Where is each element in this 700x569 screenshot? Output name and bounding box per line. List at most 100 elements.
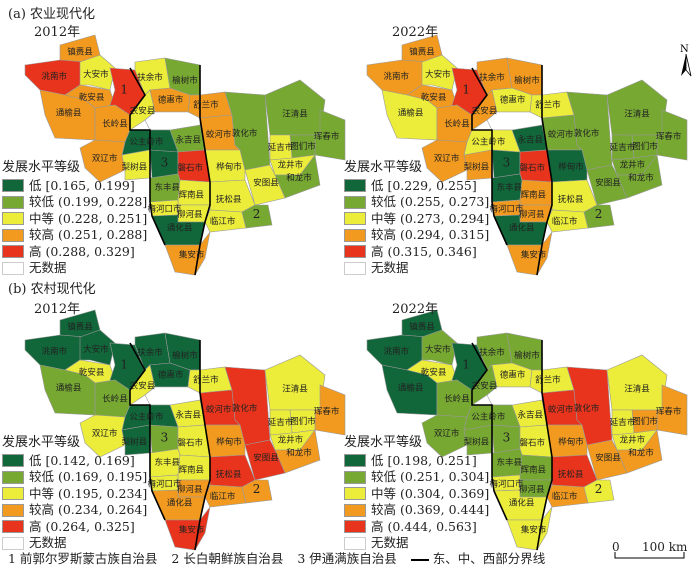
note-qianguo: 1 前郭尔罗斯蒙古族自治县 <box>8 551 158 566</box>
north-label: N <box>680 44 689 55</box>
legend-label: 中等 (0.195, 0.234] <box>29 485 148 501</box>
label-liuhe: 柳河县 <box>177 484 203 495</box>
panel-title-a: (a) 农业现代化 <box>8 7 96 22</box>
label-tongyu: 通榆县 <box>56 382 82 393</box>
label-panshi: 磐石市 <box>177 163 203 174</box>
label-hunchun: 珲春市 <box>314 131 340 142</box>
label-nongan: 农安县 <box>472 380 498 391</box>
legend-swatch <box>344 212 366 226</box>
legend-label: 中等 (0.273, 0.294] <box>371 210 490 226</box>
year-label-b2: 2022年 <box>392 302 439 317</box>
boundary-legend: 东、中、西部分界线 <box>410 551 545 566</box>
label-nongan: 农安县 <box>130 105 156 116</box>
footer-notes: 1 前郭尔罗斯蒙古族自治县 2 长白朝鲜族自治县 3 伊通满族自治县 东、中、西… <box>8 548 555 567</box>
label-shulan: 舒兰市 <box>535 100 561 111</box>
label-lishu: 梨树县 <box>122 162 148 173</box>
label-linjiang: 临江市 <box>552 491 578 502</box>
legend-swatch <box>344 454 366 468</box>
east-central-boundary <box>536 65 553 276</box>
label-dehui: 德惠市 <box>500 369 526 380</box>
legend-item: 中等 (0.228, 0.251] <box>2 211 147 228</box>
label-fusong: 抚松县 <box>216 194 242 205</box>
label-antu: 安图县 <box>253 453 279 464</box>
label-zhenlai: 镇赉县 <box>409 46 435 57</box>
label-jiaohe: 蛟河市 <box>548 129 574 140</box>
region-changchun <box>486 386 543 406</box>
label-tonghua: 通化县 <box>167 498 193 509</box>
label-changling: 长岭县 <box>444 393 470 404</box>
legend-swatch <box>344 503 366 517</box>
label-yitong: 3 <box>161 431 169 445</box>
legend-title: 发展水平等级 <box>344 160 423 175</box>
label-hunchun: 珲春市 <box>656 406 682 417</box>
legend-swatch <box>344 179 366 193</box>
label-helong: 和龙市 <box>628 448 654 459</box>
legend-swatch <box>344 520 366 534</box>
region-shuangliao <box>421 414 468 458</box>
year-label-a2: 2022年 <box>392 25 439 40</box>
legend-item: 高 (0.264, 0.325] <box>2 519 147 536</box>
label-wangqing: 汪清县 <box>624 383 650 394</box>
region-changchun <box>144 386 201 406</box>
label-dunhua: 敦化市 <box>574 403 600 414</box>
legend-swatch <box>344 245 366 259</box>
label-helong: 和龙市 <box>286 173 312 184</box>
legend-swatch <box>2 536 24 550</box>
region-shuangliao <box>79 139 126 183</box>
legend-label: 中等 (0.228, 0.251] <box>29 210 148 226</box>
label-taonan: 洮南市 <box>42 71 68 82</box>
label-jian: 集安市 <box>179 250 205 261</box>
north-arrow: N <box>676 42 696 78</box>
region-lishu <box>121 424 151 456</box>
legend-label: 高 (0.444, 0.563] <box>371 518 477 534</box>
region-antu <box>586 439 628 481</box>
label-yongji: 永吉县 <box>517 409 543 420</box>
label-yanji: 延吉市 <box>268 417 294 428</box>
legend-b2: 发展水平等级低 [0.198, 0.251] 较低 (0.251, 0.304] 中… <box>344 435 489 552</box>
legend-label: 较低 (0.251, 0.304] <box>371 469 490 484</box>
label-taonan: 洮南市 <box>384 346 410 357</box>
legend-item: 较低 (0.251, 0.304] <box>344 469 489 486</box>
label-jian: 集安市 <box>179 525 205 536</box>
legend-swatch <box>2 487 24 501</box>
legend-swatch <box>2 228 24 242</box>
label-dongfeng: 东丰县 <box>154 182 180 193</box>
legend-item: 低 [0.142, 0.169] <box>2 453 147 470</box>
label-yitong: 3 <box>503 431 511 445</box>
legend-b: 发展水平等级低 [0.142, 0.169] 较低 (0.169, 0.195] 中… <box>2 435 147 552</box>
label-fuyu: 扶余市 <box>137 72 163 83</box>
legend-label: 无数据 <box>371 535 409 550</box>
label-panshi: 磐石市 <box>519 163 545 174</box>
legend-swatch <box>2 520 24 534</box>
legend-label: 较低 (0.255, 0.273] <box>371 194 490 209</box>
region-shuangliao <box>421 139 468 183</box>
legend-label: 高 (0.288, 0.329] <box>29 243 135 259</box>
label-tonghua: 通化县 <box>167 223 193 234</box>
scale-zero: 0 <box>612 540 620 554</box>
label-helong: 和龙市 <box>286 448 312 459</box>
label-yongji: 永吉县 <box>175 409 201 420</box>
legend-item: 较低 (0.255, 0.273] <box>344 194 489 211</box>
legend-label: 无数据 <box>29 535 67 550</box>
label-shuangliao: 双辽市 <box>92 428 118 439</box>
legend-item: 中等 (0.273, 0.294] <box>344 211 489 228</box>
legend-item: 较高 (0.234, 0.264] <box>2 502 147 519</box>
legend-a: 发展水平等级低 [0.165, 0.199] 较低 (0.199, 0.228] 中… <box>2 160 147 277</box>
central-west-boundary <box>129 67 166 246</box>
central-west-boundary <box>471 67 508 246</box>
label-jiaohe: 蛟河市 <box>206 129 232 140</box>
legend-swatch <box>344 536 366 550</box>
label-nongan: 农安县 <box>472 105 498 116</box>
label-yanji: 延吉市 <box>610 142 636 153</box>
east-central-boundary <box>536 340 553 551</box>
label-jiaohe: 蛟河市 <box>206 404 232 415</box>
label-yushu: 榆树市 <box>172 350 198 361</box>
label-antu: 安图县 <box>595 178 621 189</box>
legend-item: 中等 (0.304, 0.369] <box>344 486 489 503</box>
label-fuyu: 扶余市 <box>479 72 505 83</box>
label-linjiang: 临江市 <box>210 491 236 502</box>
